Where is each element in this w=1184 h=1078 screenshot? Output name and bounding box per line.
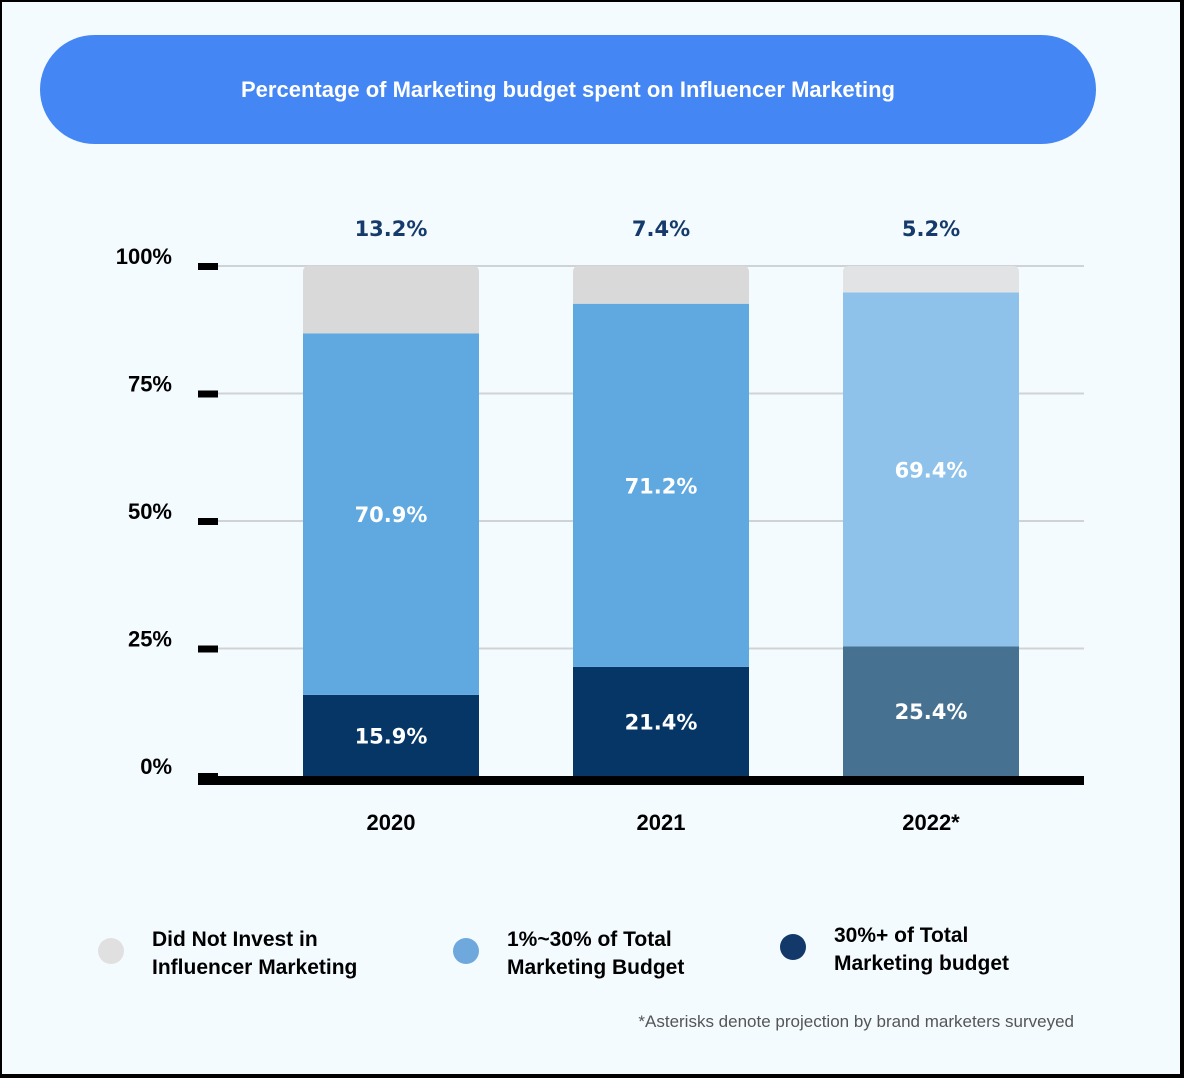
data-label: 69.4% [895, 458, 968, 482]
bar-segment [843, 292, 1019, 647]
bar-segment [303, 266, 479, 334]
y-tick-label: 0% [140, 754, 172, 779]
x-axis-line [198, 776, 1084, 785]
legend-item-30-plus-percent: 30%+ of Total Marketing budget [780, 922, 1009, 978]
legend-swatch [98, 938, 124, 964]
data-label: 21.4% [625, 710, 698, 734]
data-label: 7.4% [632, 217, 690, 241]
footnote: *Asterisks denote projection by brand ma… [638, 1012, 1074, 1031]
legend-label: 30%+ of Total Marketing budget [834, 924, 1010, 975]
title-banner: Percentage of Marketing budget spent on … [40, 35, 1096, 144]
bar-segment [843, 646, 1019, 776]
x-tick-label: 2022* [902, 810, 960, 835]
data-label: 70.9% [355, 503, 428, 527]
bar-segment [303, 694, 479, 776]
legend-label: Did Not Invest in Influencer Marketing [152, 928, 358, 979]
legend-swatch [780, 934, 806, 960]
y-tick-mark [198, 390, 218, 398]
y-tick-label: 75% [128, 372, 172, 397]
y-tick-label: 50% [128, 499, 172, 524]
y-tick-mark [198, 645, 218, 653]
data-label: 15.9% [355, 724, 428, 748]
legend-label: 1%~30% of Total Marketing Budget [507, 928, 685, 979]
legend-item-did-not-invest: Did Not Invest in Influencer Marketing [98, 926, 357, 982]
x-tick-label: 2020 [367, 810, 416, 835]
data-label: 5.2% [902, 217, 960, 241]
legend-item-1-30-percent: 1%~30% of Total Marketing Budget [453, 926, 684, 982]
y-tick-mark [198, 518, 218, 525]
bar-segment [303, 333, 479, 695]
chart-title: Percentage of Marketing budget spent on … [241, 76, 895, 102]
data-label: 13.2% [355, 217, 428, 241]
bar-segment [573, 266, 749, 304]
y-tick-label: 25% [128, 627, 172, 652]
bar-segment [573, 666, 749, 776]
y-tick-label: 100% [116, 244, 172, 269]
x-tick-label: 2021 [637, 810, 686, 835]
legend-swatch [453, 938, 479, 964]
data-label: 71.2% [625, 474, 698, 498]
bar-segment [843, 266, 1019, 293]
bar-segment [573, 303, 749, 667]
data-label: 25.4% [895, 700, 968, 724]
y-tick-mark [198, 263, 218, 270]
